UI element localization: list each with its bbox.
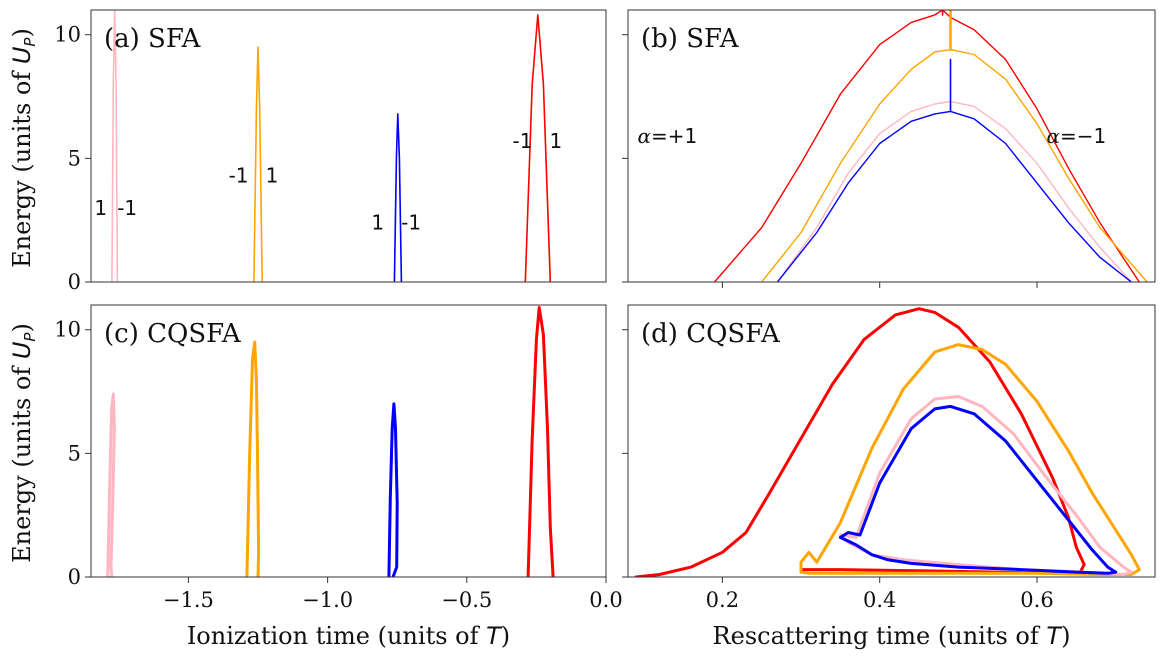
annotation-label: -1 [229,164,249,188]
panel-title: (a) SFA [104,24,202,54]
y-tick-label: 10 [54,318,81,342]
y-axis-label-bottom: Energy (units of UP) [8,323,39,563]
series-red-line [524,14,552,282]
annotation-label: -1 [401,211,421,235]
series-pink-line [838,395,1133,576]
series-orange-line [245,340,261,577]
x-tick-label: −1.5 [163,588,214,612]
annotation-label: 1 [266,164,279,188]
y-axis-label-top: Energy (units of UP) [8,28,39,268]
series-orange-line [253,46,264,282]
series-orange-line [761,48,1148,282]
panel-title: (b) SFA [641,24,740,54]
series-blue-line [393,113,403,282]
annotation-label: -1 [513,129,533,153]
panel-title: (c) CQSFA [104,319,242,349]
annotation-label: -1 [117,196,137,220]
y-tick-label: 5 [68,146,81,170]
plot-frame [90,304,607,578]
plot-frame [627,304,1156,578]
panel-c-cqsfa-ionization: 0 5 10 −1.5 −1.0 −0.5 0.0 (c) CQSFA Ionization t… [54,304,623,650]
annotation-label: 1 [371,211,384,235]
x-tick-label: 0.0 [589,588,622,612]
series-red-line [526,306,555,577]
annotation-label: α=+1 [637,124,697,148]
y-tick-label: 5 [68,441,81,465]
panel-a-sfa-ionization: 0 5 10 (a) SFA 1 -1 -1 1 1 -1 -1 1 [54,9,607,294]
annotation-label: 1 [94,196,107,220]
plot-frame [627,9,1156,283]
y-tick-label: 10 [54,23,81,47]
panel-d-cqsfa-rescattering: 0.2 0.4 0.6 (d) CQSFA Rescattering time (uni… [622,304,1156,650]
plot-frame [90,9,607,283]
x-tick-label: 0.6 [1020,588,1053,612]
panel-title: (d) CQSFA [641,319,781,349]
y-tick-label: 0 [68,270,81,294]
x-axis-label: Ionization time (units of T) [187,622,510,650]
panel-b-sfa-rescattering: (b) SFA α=+1 α=−1 [622,9,1156,288]
annotation-label: 1 [550,129,563,153]
x-tick-label: 0.4 [863,588,896,612]
series-orange-line [799,343,1141,576]
series-blue-line [838,404,1118,575]
x-axis-label: Rescattering time (units of T) [713,622,1071,650]
annotation-label: α=−1 [1046,124,1106,148]
y-tick-label: 0 [68,565,81,589]
series-red-line [713,10,1141,282]
x-tick-label: 0.2 [706,588,739,612]
series-pink-line [111,10,119,282]
series-blue-line [387,402,399,577]
x-tick-label: −0.5 [441,588,492,612]
x-tick-label: −1.0 [302,588,353,612]
series-pink-line [106,392,116,577]
